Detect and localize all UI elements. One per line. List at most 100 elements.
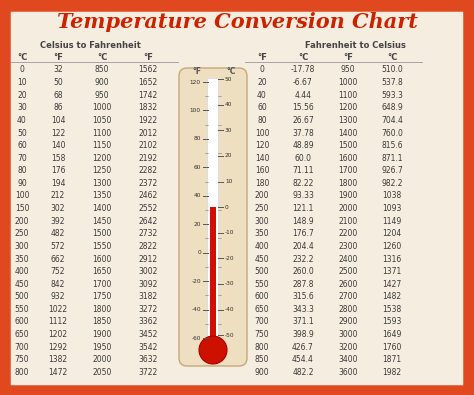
Text: 482: 482 <box>51 229 65 238</box>
Text: 500: 500 <box>255 267 269 276</box>
Text: 1650: 1650 <box>92 267 112 276</box>
Text: 121.1: 121.1 <box>292 204 314 213</box>
Text: 2462: 2462 <box>138 192 158 201</box>
Text: 1600: 1600 <box>338 154 358 163</box>
Text: -50: -50 <box>225 333 235 338</box>
Text: 1900: 1900 <box>338 192 358 201</box>
Text: 3722: 3722 <box>138 368 158 377</box>
Text: 10: 10 <box>225 179 232 184</box>
Text: 482.2: 482.2 <box>292 368 314 377</box>
Text: 30: 30 <box>225 128 233 133</box>
Text: 2400: 2400 <box>338 254 358 263</box>
Text: 1760: 1760 <box>383 343 401 352</box>
Text: 20: 20 <box>257 78 267 87</box>
Text: 2300: 2300 <box>338 242 358 251</box>
Text: 1950: 1950 <box>92 343 112 352</box>
Text: 900: 900 <box>255 368 269 377</box>
Text: 194: 194 <box>51 179 65 188</box>
Text: 0: 0 <box>19 66 25 75</box>
Text: 3182: 3182 <box>138 292 157 301</box>
Text: 140: 140 <box>255 154 269 163</box>
Text: 593.3: 593.3 <box>381 91 403 100</box>
Text: 450: 450 <box>255 254 269 263</box>
Text: 80: 80 <box>257 116 267 125</box>
Text: 20: 20 <box>17 91 27 100</box>
Text: 2700: 2700 <box>338 292 358 301</box>
Text: -20: -20 <box>191 278 201 284</box>
Text: 1427: 1427 <box>383 280 401 289</box>
Text: 2200: 2200 <box>338 229 357 238</box>
Text: 180: 180 <box>255 179 269 188</box>
Text: 1832: 1832 <box>138 103 157 112</box>
FancyBboxPatch shape <box>179 68 247 366</box>
Text: 700: 700 <box>15 343 29 352</box>
Text: 2912: 2912 <box>138 254 157 263</box>
Text: 2642: 2642 <box>138 217 158 226</box>
Text: 2282: 2282 <box>138 166 157 175</box>
Text: 2732: 2732 <box>138 229 158 238</box>
Text: 1292: 1292 <box>48 343 68 352</box>
Text: 550: 550 <box>255 280 269 289</box>
Text: 250: 250 <box>255 204 269 213</box>
Text: 26.67: 26.67 <box>292 116 314 125</box>
Text: 37.78: 37.78 <box>292 128 314 137</box>
Text: 1750: 1750 <box>92 292 112 301</box>
Text: 2900: 2900 <box>338 318 358 327</box>
Text: 200: 200 <box>255 192 269 201</box>
Text: 160: 160 <box>255 166 269 175</box>
Text: °F: °F <box>53 53 63 62</box>
Text: 3542: 3542 <box>138 343 158 352</box>
Text: 1871: 1871 <box>383 355 401 364</box>
Text: 48.89: 48.89 <box>292 141 314 150</box>
Text: 426.7: 426.7 <box>292 343 314 352</box>
Text: -20: -20 <box>225 256 235 261</box>
Text: 1700: 1700 <box>92 280 112 289</box>
Text: 100: 100 <box>15 192 29 201</box>
Text: 537.8: 537.8 <box>381 78 403 87</box>
Text: °C: °C <box>298 53 308 62</box>
Text: 932: 932 <box>51 292 65 301</box>
Text: 1850: 1850 <box>92 318 111 327</box>
Text: 1204: 1204 <box>383 229 401 238</box>
Text: 60.0: 60.0 <box>294 154 311 163</box>
Text: 815.6: 815.6 <box>381 141 403 150</box>
FancyBboxPatch shape <box>208 79 219 342</box>
Text: 100: 100 <box>190 108 201 113</box>
Text: 3632: 3632 <box>138 355 158 364</box>
Text: 650: 650 <box>15 330 29 339</box>
Text: 1742: 1742 <box>138 91 158 100</box>
Text: 650: 650 <box>255 305 269 314</box>
Text: °F: °F <box>343 53 353 62</box>
Text: 3400: 3400 <box>338 355 358 364</box>
Text: 400: 400 <box>15 267 29 276</box>
Text: 454.4: 454.4 <box>292 355 314 364</box>
Text: 40: 40 <box>193 193 201 198</box>
Text: 200: 200 <box>15 217 29 226</box>
Text: 1900: 1900 <box>92 330 112 339</box>
Text: 704.4: 704.4 <box>381 116 403 125</box>
Text: 50: 50 <box>225 77 233 82</box>
Text: 10: 10 <box>17 78 27 87</box>
Text: Temperature Conversion Chart: Temperature Conversion Chart <box>56 12 418 32</box>
Text: 40: 40 <box>225 102 233 107</box>
Text: °F: °F <box>143 53 153 62</box>
Text: °F: °F <box>257 53 267 62</box>
Text: 15.56: 15.56 <box>292 103 314 112</box>
Text: 1500: 1500 <box>92 229 112 238</box>
Text: 371.1: 371.1 <box>292 318 314 327</box>
Text: 1200: 1200 <box>92 154 111 163</box>
Text: 2822: 2822 <box>138 242 157 251</box>
Text: Celsius to Fahrenheit: Celsius to Fahrenheit <box>39 41 140 51</box>
Text: 1371: 1371 <box>383 267 401 276</box>
Text: 1300: 1300 <box>338 116 358 125</box>
Text: 0: 0 <box>197 250 201 255</box>
Text: 176: 176 <box>51 166 65 175</box>
Circle shape <box>199 336 227 364</box>
Text: 1250: 1250 <box>92 166 111 175</box>
Text: 93.33: 93.33 <box>292 192 314 201</box>
Text: 3000: 3000 <box>338 330 358 339</box>
Text: 315.6: 315.6 <box>292 292 314 301</box>
Text: 1450: 1450 <box>92 217 112 226</box>
Text: 648.9: 648.9 <box>381 103 403 112</box>
Text: 20: 20 <box>193 222 201 227</box>
